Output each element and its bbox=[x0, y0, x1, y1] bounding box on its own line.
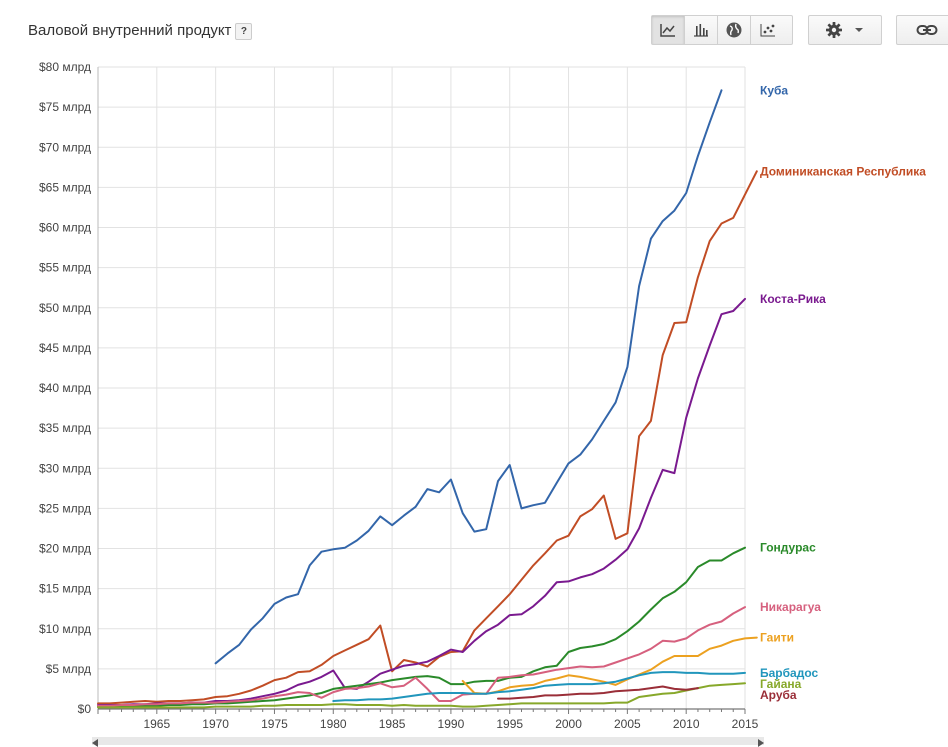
y-tick-label: $80 млрд bbox=[39, 60, 91, 74]
y-tick-label: $55 млрд bbox=[39, 261, 91, 275]
legend-label[interactable]: Гайана bbox=[760, 677, 802, 691]
y-tick-label: $60 млрд bbox=[39, 221, 91, 235]
x-tick-label: 1980 bbox=[320, 717, 347, 731]
line-chart-button[interactable] bbox=[652, 16, 685, 44]
chart-title: Валовой внутренний продукт bbox=[28, 22, 232, 39]
series-line[interactable] bbox=[332, 671, 746, 702]
legend-label[interactable]: Никарагуа bbox=[760, 600, 821, 614]
series-line[interactable] bbox=[214, 89, 723, 665]
scatter-button[interactable] bbox=[751, 16, 784, 44]
x-tick-label: 1975 bbox=[261, 717, 288, 731]
x-tick-label: 1995 bbox=[496, 717, 523, 731]
y-tick-label: $70 млрд bbox=[39, 140, 91, 154]
y-tick-label: $75 млрд bbox=[39, 100, 91, 114]
x-tick-label: 1970 bbox=[202, 717, 229, 731]
series-lines bbox=[97, 89, 758, 709]
x-tick-label: 2010 bbox=[673, 717, 700, 731]
legend: Куба Доминиканская Республика Коста-Рика Го… bbox=[760, 83, 926, 702]
series-line[interactable] bbox=[97, 606, 746, 707]
line-chart-icon bbox=[660, 24, 675, 37]
chart-type-switcher bbox=[651, 15, 793, 45]
page-title: Валовой внутренний продукт? bbox=[28, 22, 253, 40]
link-icon bbox=[916, 25, 938, 35]
x-tick-label: 2000 bbox=[555, 717, 582, 731]
y-tick-label: $20 млрд bbox=[39, 542, 91, 556]
x-tick-label: 1965 bbox=[143, 717, 170, 731]
settings-button[interactable] bbox=[809, 16, 879, 44]
scatter-icon bbox=[760, 24, 775, 37]
x-tick-label: 1990 bbox=[438, 717, 465, 731]
legend-label[interactable]: Барбадос bbox=[760, 666, 819, 680]
time-scrollbar[interactable] bbox=[92, 737, 764, 745]
help-button[interactable]: ? bbox=[235, 23, 253, 40]
series-line[interactable] bbox=[97, 682, 746, 709]
x-tick-label: 1985 bbox=[379, 717, 406, 731]
gear-icon bbox=[826, 22, 842, 38]
scroll-right-icon[interactable] bbox=[758, 739, 764, 747]
x-tick-label: 2005 bbox=[614, 717, 641, 731]
y-tick-label: $15 млрд bbox=[39, 582, 91, 596]
y-tick-label: $0 bbox=[78, 702, 92, 716]
legend-label[interactable]: Гондурас bbox=[760, 541, 816, 555]
link-button[interactable] bbox=[897, 16, 948, 44]
y-tick-label: $25 млрд bbox=[39, 501, 91, 515]
y-axis: $0 $5 млрд $10 млрд $15 млрд $20 млрд $25 млр… bbox=[39, 60, 99, 716]
y-tick-label: $10 млрд bbox=[39, 622, 91, 636]
settings-menu bbox=[808, 15, 882, 45]
bar-chart-icon bbox=[694, 24, 708, 37]
y-tick-label: $45 млрд bbox=[39, 341, 91, 355]
link-menu bbox=[896, 15, 948, 45]
y-tick-label: $35 млрд bbox=[39, 421, 91, 435]
series-line[interactable] bbox=[497, 685, 699, 700]
y-tick-label: $30 млрд bbox=[39, 461, 91, 475]
x-axis: 1965 1970 1975 1980 1985 1990 1995 2000 2005 2010… bbox=[97, 708, 759, 731]
legend-label[interactable]: Куба bbox=[760, 83, 788, 97]
y-tick-label: $5 млрд bbox=[46, 662, 91, 676]
x-tick-label: 2015 bbox=[732, 717, 759, 731]
legend-label[interactable]: Доминиканская Республика bbox=[760, 164, 926, 178]
globe-icon bbox=[726, 22, 742, 38]
series-line[interactable] bbox=[97, 170, 758, 705]
map-button[interactable] bbox=[718, 16, 751, 44]
series-line[interactable] bbox=[97, 297, 746, 706]
scroll-left-icon[interactable] bbox=[92, 739, 98, 747]
legend-label[interactable]: Аруба bbox=[760, 688, 797, 702]
legend-label[interactable]: Коста-Рика bbox=[760, 292, 826, 306]
y-tick-label: $40 млрд bbox=[39, 381, 91, 395]
y-tick-label: $65 млрд bbox=[39, 180, 91, 194]
chevron-down-icon bbox=[855, 28, 863, 32]
series-line[interactable] bbox=[97, 546, 746, 708]
legend-label[interactable]: Гаити bbox=[760, 631, 794, 645]
bar-chart-button[interactable] bbox=[685, 16, 718, 44]
y-tick-label: $50 млрд bbox=[39, 301, 91, 315]
